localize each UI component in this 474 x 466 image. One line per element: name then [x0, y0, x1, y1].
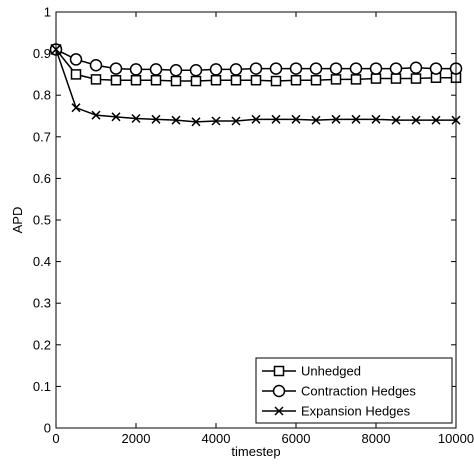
data-point — [249, 62, 263, 75]
data-point — [350, 74, 362, 85]
data-point — [171, 115, 181, 125]
data-point — [130, 74, 142, 86]
y-axis-label: APD — [10, 207, 25, 234]
data-point — [209, 63, 223, 76]
series-square — [50, 44, 462, 87]
x-tick-label: 6000 — [282, 431, 311, 446]
series-layer — [49, 43, 463, 127]
data-point — [69, 53, 83, 66]
data-point — [210, 74, 222, 86]
series-circle — [49, 43, 463, 77]
legend-item: Expansion Hedges — [262, 404, 411, 419]
data-point — [189, 63, 203, 77]
data-point — [391, 115, 401, 125]
data-point — [250, 74, 262, 86]
data-point — [429, 62, 443, 75]
data-point — [211, 116, 221, 126]
legend-marker — [272, 384, 286, 398]
y-tick-label: 0 — [44, 421, 51, 436]
data-point — [129, 63, 143, 76]
data-point — [371, 114, 381, 124]
y-tick-label: 0.5 — [33, 213, 51, 228]
data-point — [251, 114, 261, 124]
data-point — [170, 75, 182, 87]
data-point — [431, 115, 441, 125]
legend-marker — [273, 365, 285, 377]
data-point — [310, 74, 322, 86]
series-line — [55, 49, 456, 123]
data-point — [110, 74, 122, 86]
data-point — [90, 74, 102, 85]
y-tick-label: 0.7 — [33, 129, 51, 144]
data-point — [370, 73, 382, 84]
data-point — [409, 61, 423, 74]
data-point — [290, 74, 302, 86]
data-point — [269, 62, 283, 75]
legend-label: Expansion Hedges — [301, 404, 411, 419]
data-point — [70, 69, 82, 80]
data-point — [410, 73, 422, 84]
data-point — [411, 115, 421, 125]
x-tick-label: 2000 — [122, 431, 151, 446]
data-point — [390, 73, 402, 84]
legend: Unhedged Contraction Hedges Expansion Hedg… — [255, 357, 453, 424]
data-point — [229, 63, 243, 76]
legend-label: Contraction Hedges — [301, 384, 416, 399]
legend-item: Contraction Hedges — [262, 384, 416, 399]
y-tick-label: 0.4 — [33, 254, 51, 269]
data-point — [291, 114, 301, 124]
y-tick-label: 0.3 — [33, 296, 51, 311]
data-point — [109, 62, 123, 75]
data-point — [331, 114, 341, 124]
y-tick-label: 1 — [44, 5, 51, 20]
legend-marker — [274, 406, 284, 416]
x-tick-label: 8000 — [362, 431, 391, 446]
data-point — [191, 117, 201, 127]
data-point — [351, 114, 361, 124]
x-tick-label: 4000 — [202, 431, 231, 446]
y-tick-label: 0.1 — [33, 379, 51, 394]
data-point — [71, 103, 81, 113]
data-point — [349, 62, 363, 75]
legend-label: Unhedged — [301, 364, 361, 379]
data-point — [169, 63, 183, 77]
data-point — [271, 114, 281, 124]
x-tick-label: 0 — [52, 431, 59, 446]
data-point — [369, 62, 383, 75]
data-point — [111, 112, 121, 122]
data-point — [289, 62, 303, 75]
data-point — [131, 113, 141, 124]
y-tick-label: 0.9 — [33, 46, 51, 61]
data-point — [149, 63, 163, 76]
data-point — [309, 62, 323, 75]
x-axis-label: timestep — [231, 444, 280, 459]
data-point — [230, 74, 242, 86]
axis-ticks: 0 2000 4000 6000 8000 10000 0 0.1 0.2 0.3 0.4 0.5 0.… — [33, 5, 474, 447]
data-point — [151, 114, 161, 124]
data-point — [389, 62, 403, 75]
legend-item: Unhedged — [262, 364, 361, 379]
y-tick-label: 0.8 — [33, 88, 51, 103]
data-point — [190, 75, 202, 87]
data-point — [231, 116, 241, 126]
data-point — [270, 75, 282, 87]
data-point — [91, 110, 101, 120]
data-point — [89, 58, 103, 72]
x-tick-label: 10000 — [438, 431, 474, 446]
y-tick-label: 0.6 — [33, 171, 51, 186]
series-x — [51, 44, 461, 127]
data-point — [150, 74, 162, 86]
y-tick-label: 0.2 — [33, 337, 51, 352]
data-point — [329, 62, 343, 75]
data-point — [330, 74, 342, 85]
data-point — [311, 115, 321, 125]
